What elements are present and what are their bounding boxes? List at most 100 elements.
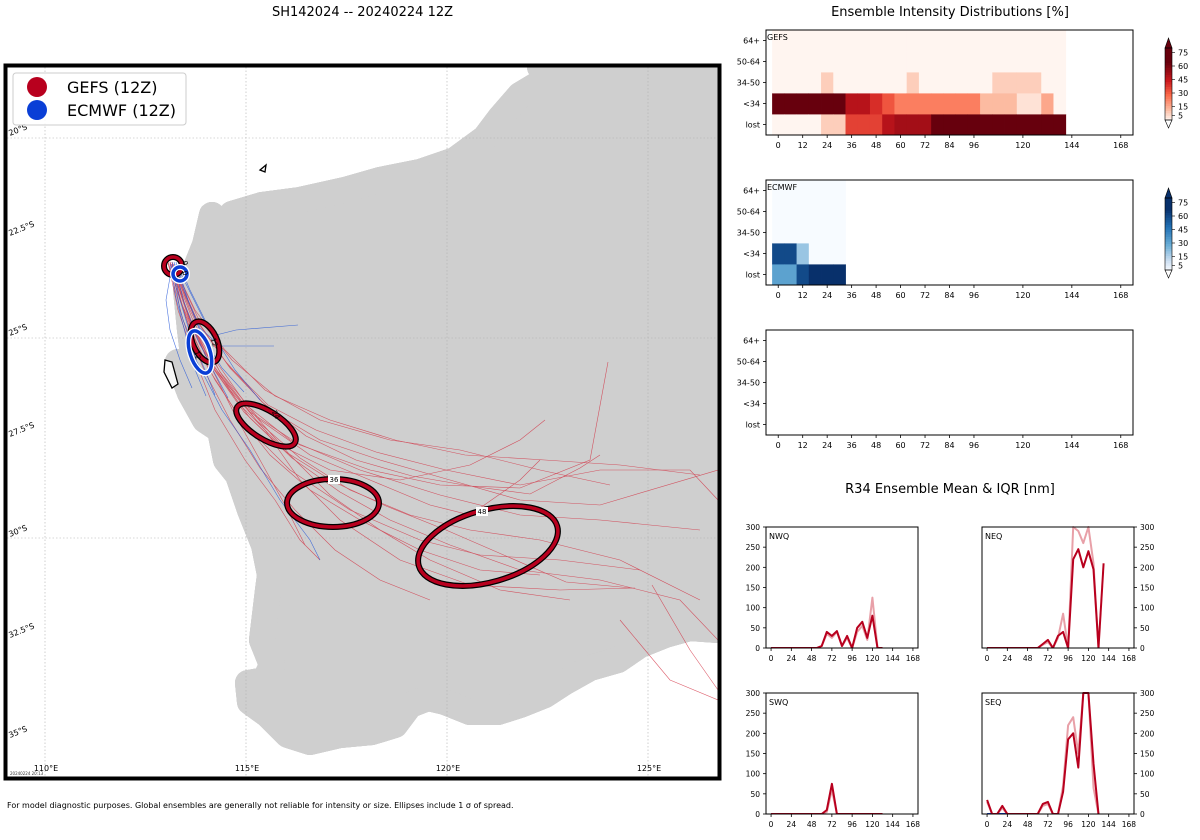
colorbar-segment	[1165, 67, 1172, 71]
colorbar-segment	[1165, 84, 1172, 87]
y-tick-label: <34	[743, 100, 760, 109]
heatmap-cell	[1004, 114, 1018, 136]
series-line	[987, 526, 1100, 648]
gefs-legend-label: GEFS (12Z)	[67, 78, 157, 97]
colorbar-segment	[1165, 74, 1172, 78]
heatmap-cell	[869, 114, 883, 136]
colorbar-tick-label: 15	[1178, 253, 1188, 262]
colorbar-segment	[1165, 267, 1172, 271]
ecmwf-colorbar: 515 30 45 60 75	[1164, 187, 1188, 279]
colorbar-segment	[1165, 260, 1172, 264]
heatmap-cell	[894, 30, 908, 52]
x-tick-label: 0	[985, 654, 990, 663]
x-tick-label: 96	[1063, 654, 1073, 663]
heatmap-cell	[955, 51, 969, 73]
colorbar-segment	[1165, 238, 1172, 242]
heatmap-cell	[1029, 30, 1042, 52]
x-tick-label: 144	[1102, 820, 1117, 829]
lon-label: 120°E	[436, 764, 460, 773]
x-tick-label: 36	[847, 141, 857, 150]
heatmap-cell	[869, 72, 883, 94]
x-tick-label: 72	[827, 654, 837, 663]
heatmap-cell	[784, 30, 797, 52]
heatmap-cell	[967, 51, 981, 73]
heatmap-cell	[1053, 93, 1067, 115]
heatmap-cell	[918, 51, 932, 73]
heatmap-cell	[808, 114, 822, 136]
ecmwf-label-12: 12	[192, 350, 202, 361]
heatmap-cell	[931, 114, 944, 136]
y-tick-label: lost	[746, 421, 760, 430]
heatmap-cell	[1004, 51, 1018, 73]
heatmap-cell	[918, 93, 932, 115]
colorbar-segment	[1165, 79, 1172, 83]
x-tick-label: 48	[871, 441, 881, 450]
colorbar-segment	[1165, 207, 1172, 211]
x-tick-label: 60	[895, 441, 905, 450]
heatmap-cell	[906, 93, 920, 115]
x-tick-label: 0	[776, 291, 781, 300]
heatmap-cell	[1053, 51, 1067, 73]
heatmap-cell	[833, 180, 846, 202]
heatmap-cell	[931, 72, 944, 94]
y-tick-label: 150	[1140, 584, 1155, 593]
x-tick-label: 72	[1043, 820, 1053, 829]
colorbar-frame	[1164, 47, 1173, 121]
heatmap-cell	[772, 243, 785, 265]
y-tick-label: 0	[1140, 644, 1145, 653]
heatmap-cell	[882, 93, 895, 115]
x-tick-label: 120	[865, 654, 880, 663]
ecmwf-heatmap: lost <34 34-50 50-64 64+ 0 12 24 36 48 60 72 84 96 120…	[737, 179, 1134, 300]
series-line	[987, 548, 1100, 648]
heatmap-cell	[796, 51, 810, 73]
x-tick-label: 0	[769, 654, 774, 663]
heatmap-cell	[821, 264, 834, 286]
colorbar-segment	[1165, 108, 1172, 111]
heatmap-cell	[967, 72, 981, 94]
colorbar-segment	[1165, 246, 1172, 249]
colorbar-segment	[1165, 236, 1172, 240]
colorbar-tick-label: 30	[1178, 239, 1188, 248]
x-tick-label: 0	[769, 820, 774, 829]
colorbar-segment	[1165, 250, 1172, 254]
y-tick-label: 0	[755, 644, 760, 653]
y-tick-label: 0	[755, 810, 760, 819]
y-tick-label: 100	[1140, 604, 1155, 613]
colorbar-segment	[1165, 50, 1172, 54]
y-tick-label: 300	[1140, 689, 1155, 698]
x-tick-label: 84	[944, 291, 954, 300]
series-line	[771, 788, 883, 814]
x-tick-label: 96	[969, 441, 979, 450]
heatmap-cell	[845, 30, 859, 52]
heatmap-cell	[943, 30, 957, 52]
heatmap-cell	[821, 114, 834, 136]
heatmap-cell	[882, 30, 895, 52]
colorbar-segment	[1165, 224, 1172, 228]
ecmwf-heatmap-title: ECMWF	[767, 183, 797, 192]
heatmap-cell	[894, 51, 908, 73]
y-tick-label: 200	[1140, 563, 1155, 572]
ecmwf-label-0: 0	[180, 270, 189, 277]
heatmap-cell	[869, 51, 883, 73]
gefs-colorbar: 515 30 45 60 75	[1164, 37, 1188, 129]
lon-labels: 110°E 115°E 120°E 125°E	[34, 764, 661, 773]
gefs-label-36: 36	[330, 476, 339, 484]
r34-title: R34 Ensemble Mean & IQR [nm]	[845, 482, 1055, 497]
x-tick-label: 120	[1081, 654, 1096, 663]
colorbar-segment	[1165, 72, 1172, 75]
heatmap-cell	[772, 51, 785, 73]
x-tick-label: 0	[776, 441, 781, 450]
heatmap-cell	[931, 51, 944, 73]
colorbar-segment	[1165, 57, 1172, 61]
heatmap-cell	[992, 30, 1005, 52]
y-tick-label: 250	[746, 543, 761, 552]
x-tick-label: 84	[944, 141, 954, 150]
ellipse-labels: 48 36 24 12 12 0 0	[180, 260, 488, 516]
ecmwf-legend-marker	[27, 100, 47, 120]
heatmap-cell	[980, 93, 993, 115]
heatmap-cell	[1004, 93, 1018, 115]
heatmap-cell	[784, 201, 797, 223]
series-line	[986, 692, 1100, 814]
heatmap-cell	[796, 30, 810, 52]
